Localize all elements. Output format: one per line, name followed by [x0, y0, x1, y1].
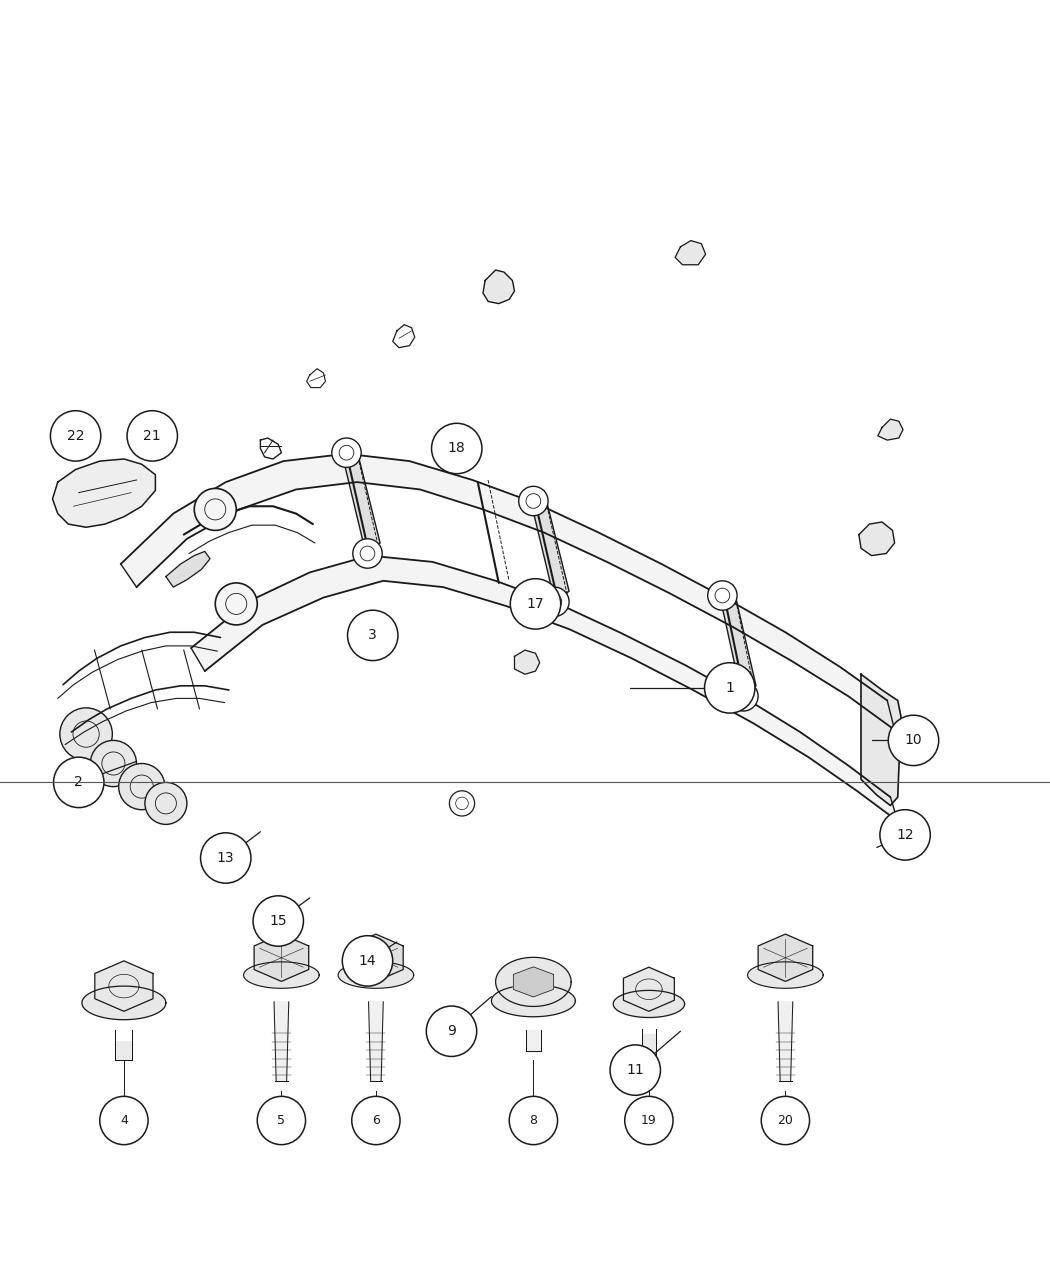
- Text: 22: 22: [67, 428, 84, 442]
- Circle shape: [54, 757, 104, 807]
- Text: 1: 1: [726, 681, 734, 695]
- Circle shape: [194, 488, 236, 530]
- Polygon shape: [530, 491, 569, 599]
- Polygon shape: [514, 650, 540, 674]
- Text: 10: 10: [905, 733, 922, 747]
- Text: 14: 14: [359, 954, 376, 968]
- Polygon shape: [859, 521, 895, 556]
- Polygon shape: [116, 1040, 132, 1060]
- Text: 11: 11: [627, 1063, 644, 1077]
- Polygon shape: [483, 270, 514, 303]
- Text: 17: 17: [527, 597, 544, 611]
- Circle shape: [705, 663, 755, 713]
- Polygon shape: [778, 1002, 793, 1081]
- Circle shape: [342, 936, 393, 986]
- Polygon shape: [52, 459, 155, 528]
- Circle shape: [353, 539, 382, 569]
- Text: 13: 13: [217, 850, 234, 864]
- Circle shape: [348, 611, 398, 660]
- Polygon shape: [861, 674, 901, 806]
- Text: 20: 20: [777, 1114, 794, 1127]
- Polygon shape: [254, 935, 309, 982]
- Circle shape: [708, 581, 737, 611]
- Circle shape: [625, 1096, 673, 1145]
- Polygon shape: [624, 968, 674, 1011]
- Text: 5: 5: [277, 1114, 286, 1127]
- Text: 3: 3: [369, 629, 377, 643]
- Circle shape: [215, 583, 257, 625]
- Text: 15: 15: [270, 914, 287, 928]
- Polygon shape: [166, 551, 210, 586]
- Text: 2: 2: [75, 775, 83, 789]
- Polygon shape: [878, 419, 903, 440]
- Polygon shape: [491, 984, 575, 1016]
- Circle shape: [145, 783, 187, 825]
- Circle shape: [127, 411, 177, 462]
- Polygon shape: [94, 961, 153, 1011]
- Circle shape: [257, 1096, 306, 1145]
- Polygon shape: [349, 935, 403, 982]
- Circle shape: [761, 1096, 810, 1145]
- Polygon shape: [758, 935, 813, 982]
- Circle shape: [880, 810, 930, 861]
- Circle shape: [332, 439, 361, 468]
- Circle shape: [100, 1096, 148, 1145]
- Text: 4: 4: [120, 1114, 128, 1127]
- Polygon shape: [719, 585, 756, 694]
- Circle shape: [888, 715, 939, 765]
- Circle shape: [201, 833, 251, 884]
- Polygon shape: [191, 556, 898, 821]
- Circle shape: [426, 1006, 477, 1057]
- Text: 19: 19: [640, 1114, 657, 1127]
- Text: 21: 21: [144, 428, 161, 442]
- Circle shape: [90, 741, 136, 787]
- Polygon shape: [338, 961, 414, 988]
- Polygon shape: [526, 1030, 541, 1051]
- Circle shape: [253, 896, 303, 946]
- Circle shape: [352, 1096, 400, 1145]
- Polygon shape: [613, 991, 685, 1017]
- Polygon shape: [121, 454, 895, 729]
- Polygon shape: [244, 961, 319, 988]
- Circle shape: [510, 579, 561, 629]
- Circle shape: [449, 790, 475, 816]
- Circle shape: [119, 764, 165, 810]
- Circle shape: [60, 708, 112, 760]
- Text: 6: 6: [372, 1114, 380, 1127]
- Polygon shape: [369, 1002, 383, 1081]
- Circle shape: [519, 486, 548, 515]
- Text: 8: 8: [529, 1114, 538, 1127]
- Polygon shape: [642, 1034, 656, 1060]
- Polygon shape: [748, 961, 823, 988]
- Circle shape: [540, 586, 569, 617]
- Polygon shape: [675, 241, 706, 265]
- Circle shape: [50, 411, 101, 462]
- Polygon shape: [274, 1002, 289, 1081]
- Circle shape: [432, 423, 482, 474]
- Circle shape: [509, 1096, 558, 1145]
- Circle shape: [729, 682, 758, 711]
- Text: 18: 18: [448, 441, 465, 455]
- Polygon shape: [82, 986, 166, 1020]
- Polygon shape: [496, 958, 571, 1006]
- Polygon shape: [341, 442, 380, 551]
- Text: 12: 12: [897, 827, 914, 842]
- Text: 9: 9: [447, 1024, 456, 1038]
- Circle shape: [610, 1046, 660, 1095]
- Polygon shape: [513, 966, 553, 997]
